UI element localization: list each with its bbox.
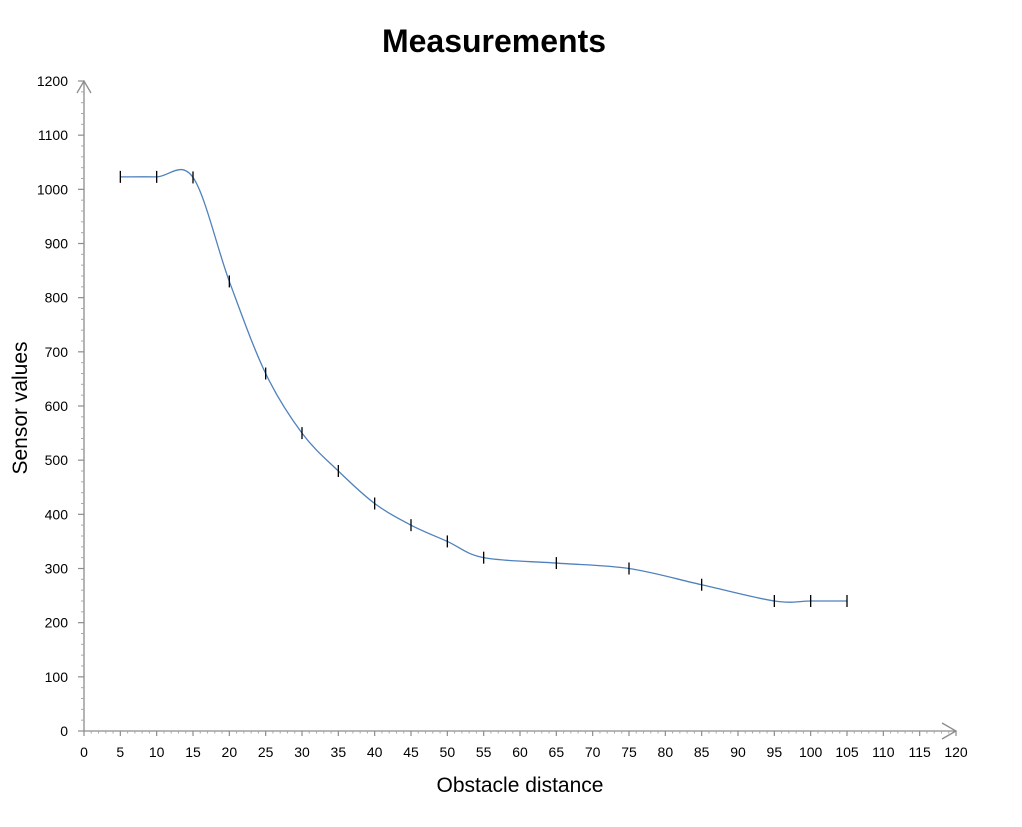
x-tick-label: 20 (222, 744, 238, 760)
y-tick-label: 1100 (38, 127, 68, 143)
x-tick-label: 85 (694, 744, 710, 760)
x-tick-label: 15 (185, 744, 201, 760)
y-tick-label: 400 (45, 506, 69, 522)
y-tick-label: 300 (45, 561, 69, 577)
y-tick-label: 0 (60, 723, 68, 739)
data-series (119, 168, 848, 607)
x-tick-label: 25 (258, 744, 274, 760)
y-tick-label: 500 (45, 452, 69, 468)
y-tick-label: 1000 (37, 181, 68, 197)
x-tick-label: 90 (730, 744, 746, 760)
y-tick-label: 200 (45, 615, 69, 631)
x-tick-label: 60 (512, 744, 528, 760)
x-tick-label: 0 (80, 744, 88, 760)
y-tick-label: 700 (45, 344, 69, 360)
x-tick-label: 30 (294, 744, 310, 760)
x-tick-label: 5 (116, 744, 124, 760)
y-tick-label: 800 (45, 290, 69, 306)
x-tick-label: 80 (658, 744, 674, 760)
x-tick-label: 55 (476, 744, 492, 760)
x-axis-label: Obstacle distance (437, 774, 604, 797)
y-axis-ticks: 0 100 200 300 400 500 600 700 800 900 1000 1100 1200 (37, 73, 84, 739)
x-tick-label: 10 (149, 744, 165, 760)
y-tick-label: 600 (45, 398, 69, 414)
x-tick-label: 35 (331, 744, 347, 760)
x-tick-label: 65 (549, 744, 565, 760)
x-tick-label: 45 (403, 744, 419, 760)
series-line (120, 168, 847, 603)
axes (76, 79, 958, 740)
y-tick-label: 1200 (37, 73, 68, 89)
x-tick-label: 70 (585, 744, 601, 760)
y-axis-label: Sensor values (9, 341, 32, 474)
x-tick-label: 120 (944, 744, 968, 760)
x-tick-label: 50 (440, 744, 456, 760)
x-axis-ticks: 0 5 10 15 20 25 30 35 40 45 50 55 60 65 70 75 80 85 90 95 10… (80, 731, 968, 760)
y-tick-label: 100 (45, 669, 69, 685)
x-tick-label: 100 (799, 744, 823, 760)
x-tick-label: 105 (835, 744, 859, 760)
x-tick-label: 115 (909, 744, 932, 760)
y-tick-label: 900 (45, 236, 69, 252)
x-tick-label: 75 (621, 744, 637, 760)
x-tick-label: 95 (767, 744, 783, 760)
x-tick-label: 110 (872, 744, 895, 760)
chart-title: Measurements (382, 23, 606, 59)
x-tick-label: 40 (367, 744, 383, 760)
